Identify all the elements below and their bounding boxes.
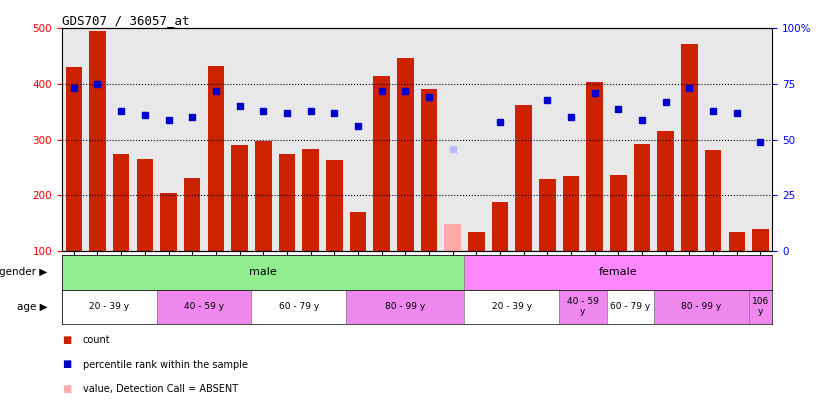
Bar: [251, 290, 346, 324]
Text: 20 - 39 y: 20 - 39 y: [491, 302, 532, 311]
Bar: [748, 290, 772, 324]
Bar: [468, 232, 485, 251]
Bar: [373, 76, 390, 251]
Bar: [729, 232, 745, 251]
Bar: [586, 82, 603, 251]
Bar: [278, 153, 295, 251]
Text: gender ▶: gender ▶: [0, 267, 48, 277]
Bar: [346, 290, 464, 324]
Text: ■: ■: [62, 335, 71, 345]
Bar: [752, 229, 769, 251]
Bar: [231, 145, 248, 251]
Bar: [610, 175, 627, 251]
Text: 20 - 39 y: 20 - 39 y: [89, 302, 130, 311]
Bar: [681, 45, 698, 251]
Text: age ▶: age ▶: [17, 302, 48, 312]
Bar: [515, 104, 532, 251]
Text: 60 - 79 y: 60 - 79 y: [278, 302, 319, 311]
Text: value, Detection Call = ABSENT: value, Detection Call = ABSENT: [83, 384, 238, 394]
Bar: [207, 66, 224, 251]
Bar: [559, 290, 606, 324]
Text: ■: ■: [62, 384, 71, 394]
Bar: [654, 290, 748, 324]
Bar: [349, 212, 366, 251]
Bar: [420, 89, 437, 251]
Bar: [491, 202, 508, 251]
Bar: [113, 153, 130, 251]
Bar: [464, 255, 772, 290]
Bar: [634, 144, 650, 251]
Bar: [89, 31, 106, 251]
Text: count: count: [83, 335, 110, 345]
Text: female: female: [599, 267, 638, 277]
Bar: [157, 290, 251, 324]
Bar: [255, 141, 272, 251]
Text: 80 - 99 y: 80 - 99 y: [681, 302, 721, 311]
Text: 40 - 59
y: 40 - 59 y: [567, 297, 599, 316]
Bar: [160, 193, 177, 251]
Text: 80 - 99 y: 80 - 99 y: [385, 302, 425, 311]
Bar: [444, 224, 461, 251]
Text: GDS707 / 36057_at: GDS707 / 36057_at: [62, 14, 189, 27]
Bar: [705, 150, 721, 251]
Text: 106
y: 106 y: [752, 297, 769, 316]
Bar: [657, 131, 674, 251]
Bar: [62, 255, 464, 290]
Bar: [397, 58, 414, 251]
Text: 60 - 79 y: 60 - 79 y: [610, 302, 650, 311]
Text: ■: ■: [62, 360, 71, 369]
Bar: [302, 149, 319, 251]
Bar: [464, 290, 559, 324]
Bar: [539, 179, 556, 251]
Text: 40 - 59 y: 40 - 59 y: [184, 302, 224, 311]
Text: male: male: [249, 267, 277, 277]
Bar: [563, 176, 579, 251]
Bar: [65, 67, 82, 251]
Bar: [184, 177, 201, 251]
Bar: [62, 290, 157, 324]
Text: percentile rank within the sample: percentile rank within the sample: [83, 360, 248, 369]
Bar: [326, 160, 343, 251]
Bar: [606, 290, 654, 324]
Bar: [136, 159, 153, 251]
